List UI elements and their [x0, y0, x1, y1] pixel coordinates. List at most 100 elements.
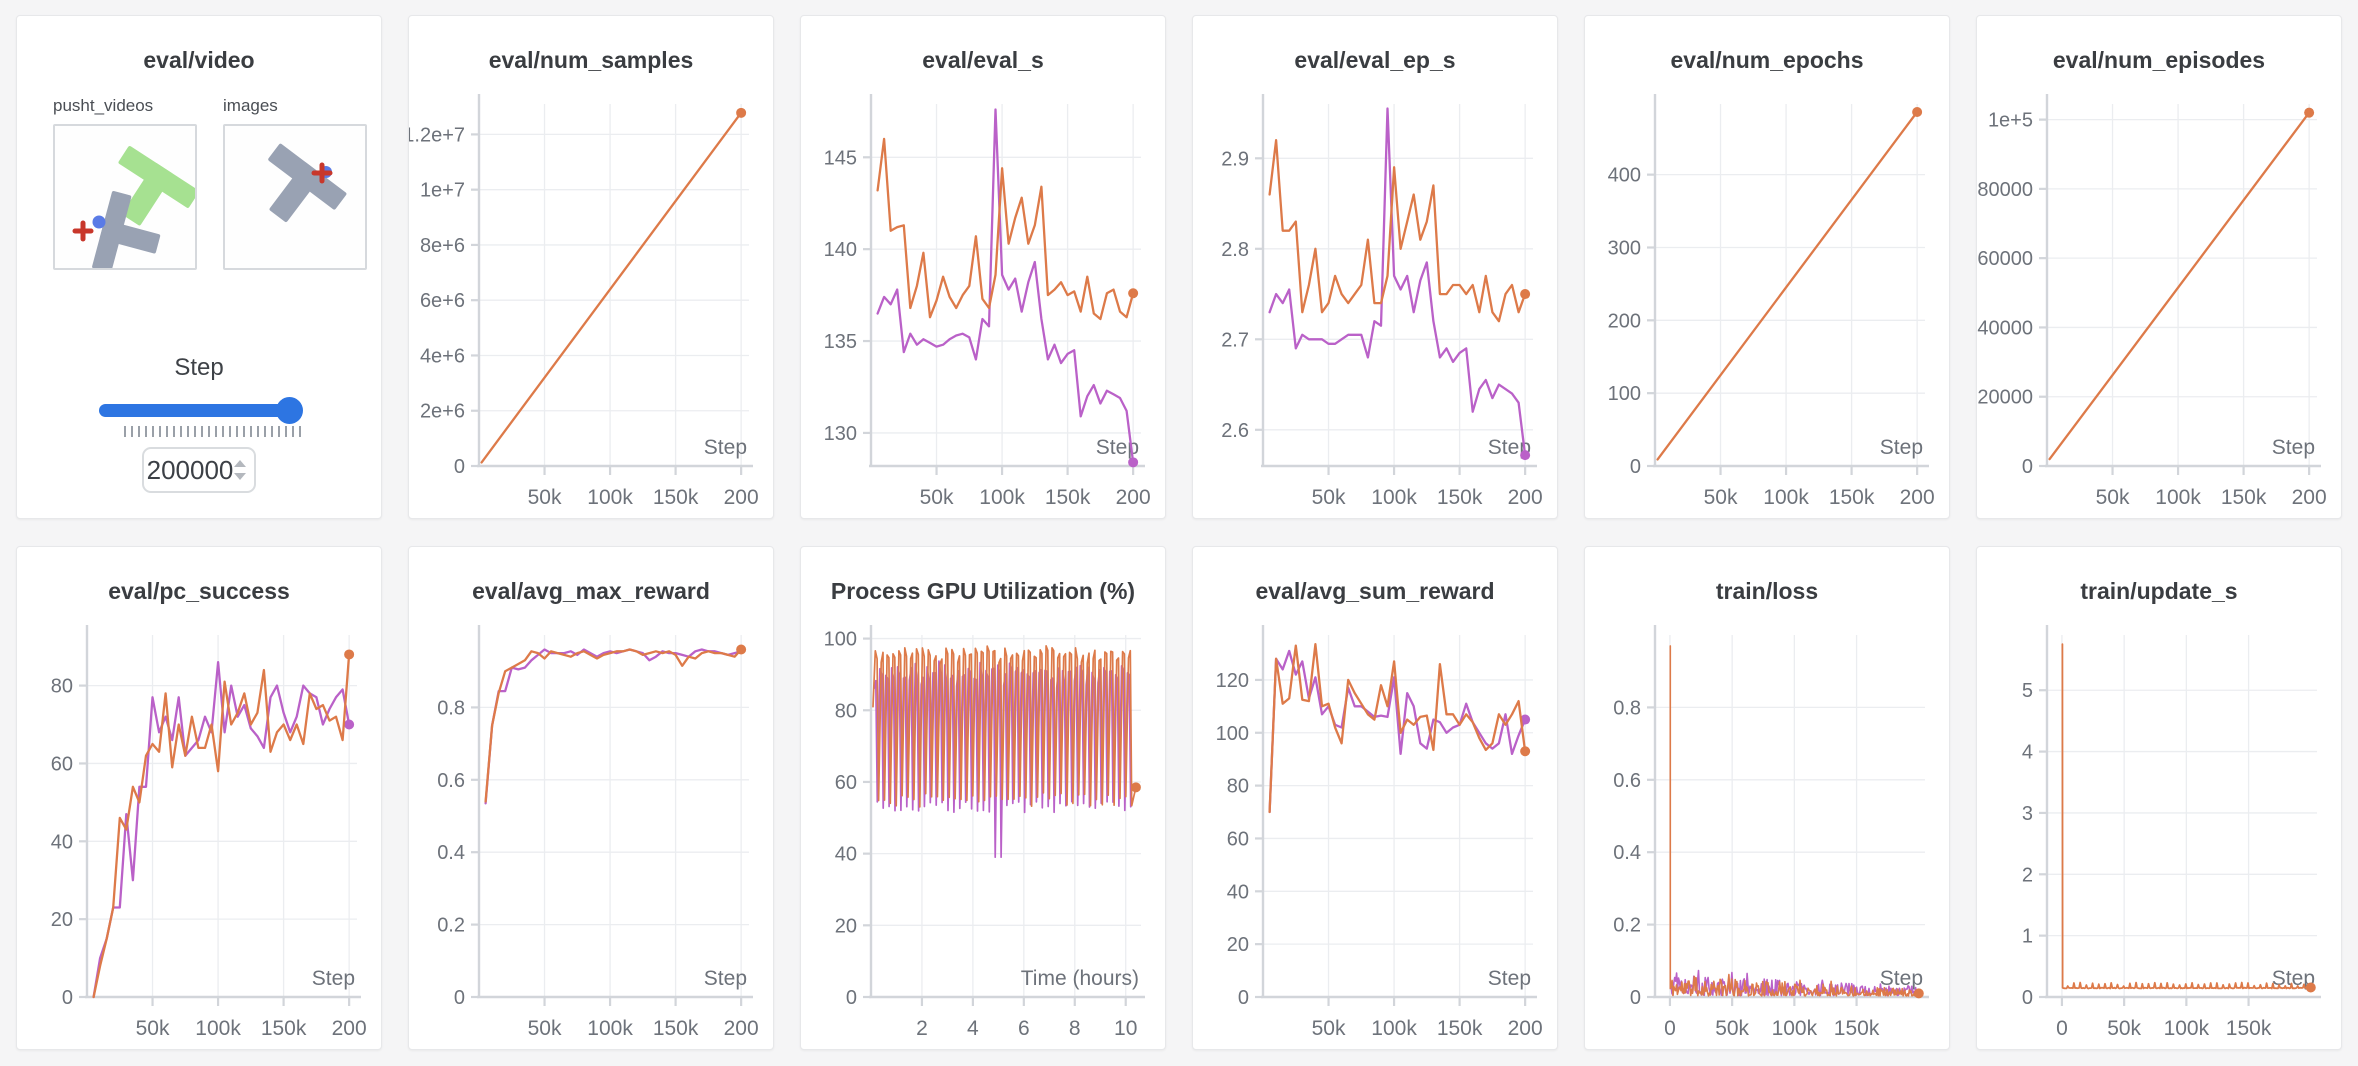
panel-title: eval/eval_s — [922, 47, 1044, 73]
svg-text:130: 130 — [824, 423, 857, 445]
chart-canvas[interactable]: 0 20 40 60 80 50k 100k 150k 200 Step — [17, 605, 381, 1050]
panel-title: train/update_s — [2080, 578, 2238, 604]
spinner-up-icon[interactable] — [234, 460, 246, 467]
slider-track[interactable] — [99, 404, 299, 417]
panel-title: train/loss — [1715, 578, 1819, 604]
svg-text:150k: 150k — [1437, 486, 1483, 509]
svg-text:135: 135 — [824, 331, 857, 353]
svg-text:50k: 50k — [528, 486, 562, 509]
media-col-images: images — [223, 96, 367, 270]
svg-text:200: 200 — [1508, 1017, 1543, 1040]
panel-eval-num-episodes: eval/num_episodes 0 20000 40000 60000 80000 1… — [1976, 15, 2342, 519]
svg-text:Step: Step — [1880, 967, 1923, 990]
slider-knob[interactable] — [276, 397, 303, 424]
pusht-block-t-icon — [268, 143, 347, 222]
svg-text:100: 100 — [1608, 383, 1641, 405]
panel-train-update-s: train/update_s 0 1 2 3 4 5 0 50k 100k 150k Step — [1976, 546, 2342, 1050]
spinner-down-icon[interactable] — [234, 473, 246, 480]
svg-text:60: 60 — [835, 772, 857, 794]
svg-text:4: 4 — [2022, 742, 2033, 764]
svg-text:0: 0 — [454, 987, 465, 1009]
panel-process-gpu-utilization: Process GPU Utilization (%) 0 20 40 60 80 100… — [800, 546, 1166, 1050]
slider-tick-marks — [124, 426, 302, 437]
svg-text:6: 6 — [1018, 1017, 1030, 1040]
agent-dot-icon — [92, 215, 106, 229]
panel-title: eval/video — [143, 47, 255, 73]
panel-eval-pc-success: eval/pc_success 0 20 40 60 80 50k 100k 150k 200 S… — [16, 546, 382, 1050]
svg-text:300: 300 — [1608, 237, 1641, 259]
chart-canvas[interactable]: 0 20 40 60 80 100 2 4 6 8 10 Time (hours) — [801, 605, 1165, 1050]
svg-text:150k: 150k — [1834, 1017, 1880, 1040]
svg-text:4: 4 — [967, 1017, 979, 1040]
svg-text:100k: 100k — [1371, 1017, 1417, 1040]
panel-eval-video: eval/video pusht_videos — [16, 15, 382, 519]
chart-canvas[interactable]: 0 20 40 60 80 100 120 50k 100k 150k 200 Step — [1193, 605, 1557, 1050]
media-label: images — [223, 96, 278, 115]
media-label: pusht_videos — [53, 96, 154, 115]
panel-title: Process GPU Utilization (%) — [830, 578, 1136, 604]
svg-text:Step: Step — [312, 967, 355, 990]
svg-text:150k: 150k — [1437, 1017, 1483, 1040]
svg-text:0: 0 — [2056, 1017, 2068, 1040]
svg-text:40: 40 — [1227, 881, 1249, 903]
svg-text:Step: Step — [2272, 436, 2315, 459]
svg-text:50k: 50k — [920, 486, 954, 509]
svg-text:0: 0 — [846, 987, 857, 1009]
svg-text:50k: 50k — [2096, 486, 2130, 509]
svg-text:0: 0 — [62, 987, 73, 1009]
svg-text:80: 80 — [51, 676, 73, 698]
svg-text:1e+7: 1e+7 — [420, 180, 465, 202]
svg-text:100k: 100k — [2155, 486, 2201, 509]
svg-text:200: 200 — [724, 1017, 759, 1040]
panel-title: eval/num_episodes — [2052, 47, 2266, 73]
svg-text:10: 10 — [1114, 1017, 1137, 1040]
svg-text:150k: 150k — [261, 1017, 307, 1040]
svg-text:Step: Step — [1488, 967, 1531, 990]
svg-text:100k: 100k — [1763, 486, 1809, 509]
pusht-video-thumbnail[interactable] — [53, 124, 197, 270]
chart-canvas[interactable]: 0 20000 40000 60000 80000 1e+5 50k 100k 150k 200 S… — [1977, 74, 2341, 519]
panel-eval-eval-ep-s: eval/eval_ep_s 2.6 2.7 2.8 2.9 50k 100k 150k 20… — [1192, 15, 1558, 519]
chart-canvas[interactable]: 0 100 200 300 400 50k 100k 150k 200 Step — [1585, 74, 1949, 519]
media-row: pusht_videos image — [17, 74, 381, 270]
svg-text:50k: 50k — [136, 1017, 170, 1040]
chart-canvas[interactable]: 2.6 2.7 2.8 2.9 50k 100k 150k 200 Step — [1193, 74, 1557, 519]
svg-text:150k: 150k — [653, 1017, 699, 1040]
svg-text:50k: 50k — [1312, 1017, 1346, 1040]
step-slider[interactable] — [99, 396, 303, 424]
chart-canvas[interactable]: 0 0.2 0.4 0.6 0.8 50k 100k 150k 200 Step — [409, 605, 773, 1050]
svg-text:2: 2 — [916, 1017, 928, 1040]
svg-text:140: 140 — [824, 239, 857, 261]
panel-title: eval/eval_ep_s — [1294, 47, 1456, 73]
svg-text:100: 100 — [1216, 723, 1249, 745]
svg-text:50k: 50k — [1312, 486, 1346, 509]
chart-canvas[interactable]: 0 0.2 0.4 0.6 0.8 0 50k 100k 150k Step — [1585, 605, 1949, 1050]
svg-text:50k: 50k — [1715, 1017, 1749, 1040]
svg-text:0.2: 0.2 — [1613, 915, 1641, 937]
step-value-input[interactable] — [142, 447, 256, 493]
svg-text:5: 5 — [2022, 680, 2033, 702]
svg-text:200: 200 — [2292, 486, 2327, 509]
chart-canvas[interactable]: 130 135 140 145 50k 100k 150k 200 Step — [801, 74, 1165, 519]
svg-text:20: 20 — [1227, 934, 1249, 956]
svg-text:200: 200 — [1608, 310, 1641, 332]
goal-cross-icon — [72, 220, 94, 242]
panel-title: eval/pc_success — [108, 578, 290, 604]
chart-canvas[interactable]: 0 2e+6 4e+6 6e+6 8e+6 1e+7 1.2e+7 50k 100k 150k 20… — [409, 74, 773, 519]
svg-text:1: 1 — [2022, 926, 2033, 948]
svg-text:100k: 100k — [195, 1017, 241, 1040]
pusht-target-t-icon — [118, 146, 195, 226]
images-thumbnail[interactable] — [223, 124, 367, 270]
svg-text:150k: 150k — [2226, 1017, 2272, 1040]
panel-eval-num-epochs: eval/num_epochs 0 100 200 300 400 50k 100k 150k… — [1584, 15, 1950, 519]
svg-text:0.6: 0.6 — [437, 770, 465, 792]
svg-text:Step: Step — [1880, 436, 1923, 459]
svg-text:0: 0 — [1664, 1017, 1676, 1040]
svg-text:0: 0 — [454, 456, 465, 478]
panel-eval-avg-sum-reward: eval/avg_sum_reward 0 20 40 60 80 100 120 50k 10… — [1192, 546, 1558, 1050]
svg-text:100k: 100k — [587, 1017, 633, 1040]
svg-text:100k: 100k — [2164, 1017, 2210, 1040]
step-control: Step — [17, 354, 381, 493]
svg-text:400: 400 — [1608, 165, 1641, 187]
